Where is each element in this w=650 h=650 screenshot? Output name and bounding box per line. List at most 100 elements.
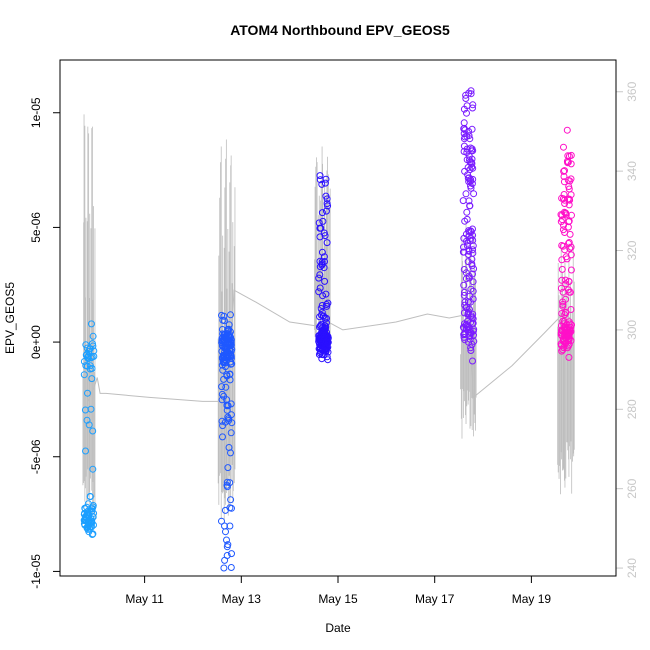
epv-point	[324, 338, 332, 346]
epv-point	[322, 207, 330, 215]
epv-point	[564, 159, 572, 167]
epv-point	[461, 217, 469, 225]
epv-point	[318, 302, 326, 309]
epv-point	[227, 429, 235, 437]
epv-point	[219, 366, 227, 374]
epv-point	[558, 347, 566, 355]
epv-point	[465, 174, 473, 182]
epv-point	[459, 323, 467, 331]
epv-point	[561, 200, 569, 207]
epv-point	[228, 360, 236, 368]
epv-point	[467, 285, 475, 293]
epv-point	[89, 332, 97, 340]
epv-point	[320, 253, 328, 261]
epv-point	[319, 217, 327, 225]
x-tick-label: May 11	[125, 592, 164, 606]
right-tick-label: 360	[625, 81, 639, 101]
epv-point	[88, 353, 96, 361]
epv-point	[567, 306, 575, 313]
epv-point	[223, 406, 231, 414]
epv-point	[323, 239, 331, 247]
epv-point	[565, 353, 573, 361]
epv-point	[558, 276, 566, 284]
epv-point	[228, 504, 235, 512]
plot-frame	[59, 59, 617, 577]
epv-point	[463, 317, 471, 325]
epv-point	[87, 320, 95, 328]
epv-point	[557, 329, 565, 337]
epv-point	[322, 290, 330, 298]
epv-point	[467, 144, 475, 152]
epv-point	[223, 543, 231, 551]
epv-point	[84, 512, 92, 519]
epv-point	[562, 309, 570, 317]
epv-point	[224, 331, 232, 339]
epv-point	[321, 179, 329, 187]
epv-point	[460, 234, 468, 242]
epv-point	[463, 208, 471, 216]
epv-point	[81, 517, 88, 525]
epv-point	[225, 340, 233, 347]
epv-point	[219, 433, 226, 441]
epv-point	[89, 465, 97, 473]
epv-point	[559, 242, 567, 250]
epv-point	[558, 194, 566, 202]
epv-point	[321, 314, 329, 322]
epv-point	[316, 257, 324, 265]
epv-point	[320, 229, 328, 237]
epv-point	[567, 266, 575, 274]
right-tick-label: 280	[625, 399, 639, 419]
epv-point	[223, 536, 230, 544]
epv-point	[469, 357, 476, 365]
epv-point	[465, 328, 473, 336]
x-tick-label: May 13	[222, 592, 262, 606]
right-tick-label: 340	[625, 161, 639, 181]
epv-point	[460, 135, 468, 143]
epv-point	[468, 262, 476, 270]
epv-point	[465, 247, 473, 255]
epv-point	[86, 493, 94, 501]
epv-point	[566, 245, 574, 252]
epv-point	[319, 292, 327, 300]
epv-point	[318, 209, 326, 217]
epv-point	[469, 278, 477, 286]
epv-point	[218, 383, 226, 391]
epv-point	[226, 479, 234, 487]
epv-point	[219, 422, 227, 430]
epv-point	[322, 319, 330, 327]
line-layer	[87, 289, 571, 402]
epv-point	[90, 347, 98, 355]
epv-point	[318, 180, 326, 188]
epv-point	[469, 104, 476, 112]
epv-point	[323, 200, 331, 208]
epv-point	[564, 223, 572, 231]
epv-point	[317, 320, 325, 328]
epv-point	[218, 390, 226, 398]
epv-point	[316, 271, 324, 279]
epv-point	[464, 258, 472, 266]
epv-point	[463, 109, 470, 117]
chart-title: ATOM4 Northbound EPV_GEOS5	[230, 22, 450, 38]
epv-point	[88, 375, 96, 383]
epv-point	[223, 401, 231, 409]
epv-point	[85, 348, 93, 355]
epv-point	[218, 311, 225, 319]
epv-point	[469, 236, 477, 244]
point-layer	[80, 87, 575, 572]
epv-point	[89, 427, 97, 435]
epv-point	[82, 341, 90, 349]
epv-point	[316, 172, 324, 180]
epv-point	[567, 243, 575, 251]
epv-point	[224, 464, 232, 472]
epv-point	[469, 327, 477, 335]
epv-point	[467, 87, 475, 95]
epv-point	[469, 270, 476, 278]
epv-point	[466, 202, 474, 210]
epv-point	[564, 344, 571, 352]
epv-point	[467, 227, 475, 235]
epv-point	[466, 135, 474, 143]
epv-point	[315, 219, 323, 227]
epv-point	[228, 550, 235, 558]
epv-point	[566, 230, 574, 238]
